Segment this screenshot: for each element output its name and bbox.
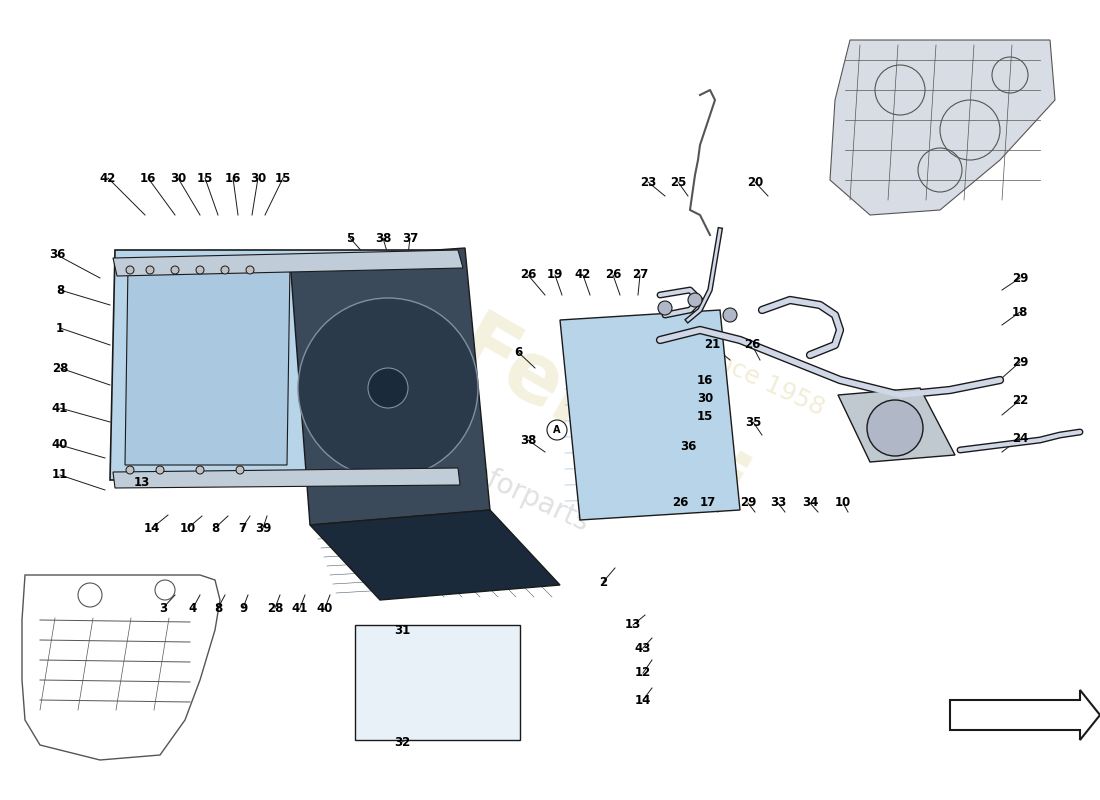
- Text: 15: 15: [275, 171, 292, 185]
- Circle shape: [688, 293, 702, 307]
- Text: 21: 21: [704, 338, 720, 351]
- Text: Since 1958: Since 1958: [692, 340, 828, 420]
- Text: 41: 41: [52, 402, 68, 414]
- Polygon shape: [830, 40, 1055, 215]
- Text: 7: 7: [238, 522, 246, 534]
- Text: 17: 17: [700, 497, 716, 510]
- Text: 30: 30: [250, 171, 266, 185]
- Text: 13: 13: [625, 618, 641, 631]
- Text: passionforparts: passionforparts: [386, 422, 594, 538]
- Text: 8: 8: [211, 522, 219, 534]
- Text: 36: 36: [680, 441, 696, 454]
- Text: 16: 16: [224, 171, 241, 185]
- Text: 10: 10: [180, 522, 196, 534]
- Circle shape: [196, 466, 204, 474]
- Polygon shape: [290, 248, 490, 525]
- Text: 3: 3: [158, 602, 167, 614]
- Text: 43: 43: [635, 642, 651, 654]
- Polygon shape: [113, 468, 460, 488]
- Text: 26: 26: [672, 497, 689, 510]
- Circle shape: [547, 420, 567, 440]
- Circle shape: [146, 266, 154, 274]
- Text: 16: 16: [140, 171, 156, 185]
- Text: 14: 14: [144, 522, 161, 534]
- Text: 29: 29: [740, 497, 756, 510]
- Text: 25: 25: [670, 175, 686, 189]
- Text: 30: 30: [169, 171, 186, 185]
- Text: 33: 33: [770, 497, 786, 510]
- Text: 16: 16: [696, 374, 713, 386]
- Polygon shape: [125, 265, 290, 465]
- Text: 9: 9: [239, 602, 248, 614]
- Text: 8: 8: [213, 602, 222, 614]
- Text: 15: 15: [197, 171, 213, 185]
- Text: 20: 20: [747, 175, 763, 189]
- Circle shape: [867, 400, 923, 456]
- Circle shape: [246, 266, 254, 274]
- Text: 2: 2: [598, 575, 607, 589]
- Circle shape: [658, 301, 672, 315]
- Text: Ferrari: Ferrari: [442, 306, 758, 534]
- Text: 22: 22: [1012, 394, 1028, 406]
- Text: 26: 26: [520, 269, 536, 282]
- Text: 15: 15: [696, 410, 713, 422]
- Text: 42: 42: [100, 171, 117, 185]
- Text: 19: 19: [547, 269, 563, 282]
- Text: 38: 38: [520, 434, 536, 446]
- Text: 5: 5: [345, 231, 354, 245]
- Text: 28: 28: [267, 602, 283, 614]
- Circle shape: [126, 266, 134, 274]
- Text: 11: 11: [52, 469, 68, 482]
- Polygon shape: [560, 310, 740, 520]
- Text: 12: 12: [635, 666, 651, 679]
- Text: A: A: [553, 425, 561, 435]
- Text: 40: 40: [52, 438, 68, 451]
- Text: 40: 40: [317, 602, 333, 614]
- Text: 32: 32: [394, 735, 410, 749]
- Text: 29: 29: [1012, 355, 1028, 369]
- Text: 14: 14: [635, 694, 651, 706]
- Text: 18: 18: [1012, 306, 1028, 318]
- Circle shape: [723, 308, 737, 322]
- Text: 42: 42: [575, 269, 591, 282]
- Circle shape: [170, 266, 179, 274]
- Polygon shape: [110, 250, 460, 480]
- Text: 41: 41: [292, 602, 308, 614]
- Text: 28: 28: [52, 362, 68, 374]
- Text: 26: 26: [744, 338, 760, 351]
- Text: 29: 29: [1012, 271, 1028, 285]
- Circle shape: [236, 466, 244, 474]
- Text: 37: 37: [402, 231, 418, 245]
- Text: 30: 30: [697, 391, 713, 405]
- Polygon shape: [310, 510, 560, 600]
- Polygon shape: [355, 625, 520, 740]
- Text: 24: 24: [1012, 431, 1028, 445]
- Text: 13: 13: [134, 477, 150, 490]
- Text: 27: 27: [631, 269, 648, 282]
- Text: 8: 8: [56, 283, 64, 297]
- Circle shape: [196, 266, 204, 274]
- Circle shape: [298, 298, 478, 478]
- Text: 39: 39: [255, 522, 272, 534]
- Text: 31: 31: [394, 623, 410, 637]
- Circle shape: [221, 266, 229, 274]
- Text: 26: 26: [605, 269, 621, 282]
- Text: 36: 36: [48, 249, 65, 262]
- Polygon shape: [838, 388, 955, 462]
- Text: 34: 34: [802, 497, 818, 510]
- Circle shape: [368, 368, 408, 408]
- Text: 4: 4: [189, 602, 197, 614]
- Polygon shape: [113, 250, 463, 276]
- Text: 1: 1: [56, 322, 64, 334]
- Text: 6: 6: [514, 346, 522, 358]
- Circle shape: [126, 466, 134, 474]
- Circle shape: [156, 466, 164, 474]
- Text: 23: 23: [640, 175, 656, 189]
- Text: 38: 38: [375, 231, 392, 245]
- Text: 10: 10: [835, 497, 851, 510]
- Text: 35: 35: [745, 415, 761, 429]
